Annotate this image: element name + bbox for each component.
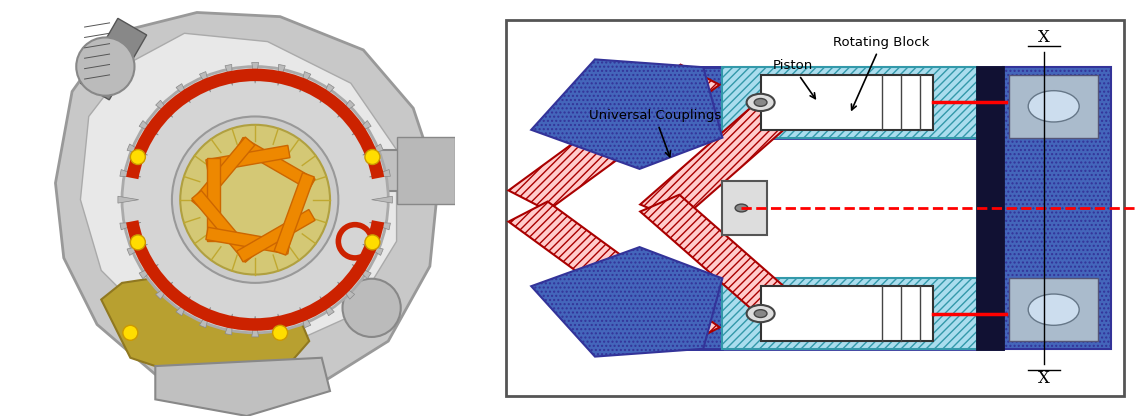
Bar: [722, 67, 977, 138]
Polygon shape: [119, 170, 141, 177]
Polygon shape: [119, 223, 141, 230]
Circle shape: [272, 325, 288, 340]
Bar: [761, 286, 932, 341]
Bar: [977, 67, 1002, 349]
Bar: [639, 67, 1002, 138]
Text: Rotating Block: Rotating Block: [833, 36, 930, 110]
Circle shape: [754, 310, 767, 317]
Polygon shape: [236, 137, 315, 190]
Text: X: X: [1038, 30, 1050, 47]
Bar: [363, 150, 455, 191]
Polygon shape: [155, 358, 329, 416]
Polygon shape: [639, 67, 722, 138]
Bar: [80, 18, 147, 100]
Circle shape: [76, 37, 134, 96]
Polygon shape: [251, 316, 258, 337]
Polygon shape: [370, 223, 390, 230]
Circle shape: [735, 204, 747, 212]
Circle shape: [180, 125, 329, 275]
Polygon shape: [639, 278, 722, 349]
Polygon shape: [278, 64, 286, 85]
Circle shape: [754, 99, 767, 106]
Text: X: X: [1038, 369, 1050, 386]
Polygon shape: [176, 297, 191, 316]
Bar: [1009, 278, 1099, 341]
Polygon shape: [363, 144, 383, 155]
Polygon shape: [352, 121, 371, 135]
Polygon shape: [208, 158, 219, 241]
Polygon shape: [192, 191, 255, 262]
Polygon shape: [274, 173, 315, 255]
Polygon shape: [205, 145, 290, 172]
Polygon shape: [370, 170, 390, 177]
Polygon shape: [55, 12, 439, 395]
Polygon shape: [176, 84, 191, 103]
Polygon shape: [532, 247, 722, 357]
Bar: [1002, 67, 1111, 349]
Circle shape: [342, 279, 401, 337]
Polygon shape: [101, 270, 309, 383]
Polygon shape: [363, 244, 383, 255]
Polygon shape: [139, 265, 158, 279]
Circle shape: [131, 149, 146, 164]
Polygon shape: [192, 137, 255, 209]
Polygon shape: [127, 244, 148, 255]
Bar: [396, 137, 455, 204]
Bar: [761, 75, 932, 130]
Circle shape: [123, 325, 138, 340]
Circle shape: [1029, 91, 1079, 122]
Polygon shape: [372, 196, 393, 203]
Circle shape: [172, 116, 339, 283]
Circle shape: [746, 94, 775, 111]
Circle shape: [728, 199, 755, 217]
Bar: [639, 278, 1002, 349]
Polygon shape: [352, 265, 371, 279]
Polygon shape: [300, 72, 311, 92]
Circle shape: [746, 305, 775, 322]
Polygon shape: [156, 100, 173, 117]
Polygon shape: [532, 59, 722, 169]
Circle shape: [365, 149, 380, 164]
Circle shape: [1029, 294, 1079, 325]
Text: Universal Couplings: Universal Couplings: [589, 109, 721, 157]
Polygon shape: [80, 33, 396, 354]
Polygon shape: [118, 196, 139, 203]
Polygon shape: [205, 227, 290, 254]
Polygon shape: [156, 282, 173, 299]
Polygon shape: [320, 84, 334, 103]
Polygon shape: [641, 195, 810, 327]
Polygon shape: [338, 282, 355, 299]
Polygon shape: [225, 314, 232, 335]
Polygon shape: [509, 64, 720, 210]
Polygon shape: [509, 201, 720, 347]
Bar: [722, 278, 977, 349]
Text: Piston: Piston: [773, 59, 815, 99]
Polygon shape: [320, 297, 334, 316]
Polygon shape: [139, 121, 158, 135]
Polygon shape: [278, 314, 286, 335]
Polygon shape: [251, 62, 258, 83]
Polygon shape: [225, 64, 232, 85]
Circle shape: [131, 235, 146, 250]
Polygon shape: [300, 307, 311, 328]
Polygon shape: [236, 210, 315, 262]
Polygon shape: [641, 89, 810, 221]
Bar: [1009, 75, 1099, 138]
Circle shape: [365, 235, 380, 250]
Polygon shape: [127, 144, 148, 155]
Polygon shape: [338, 100, 355, 117]
Bar: [722, 181, 767, 235]
Polygon shape: [200, 307, 210, 328]
Circle shape: [122, 67, 388, 333]
Polygon shape: [200, 72, 210, 92]
